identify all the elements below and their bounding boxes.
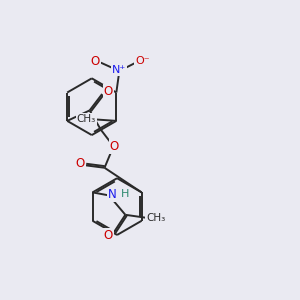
Text: O: O (103, 229, 113, 242)
Text: CH₃: CH₃ (77, 114, 96, 124)
Text: O: O (75, 158, 85, 170)
Text: H: H (121, 189, 130, 199)
Text: O: O (110, 140, 119, 153)
Text: O: O (103, 85, 113, 98)
Text: O⁻: O⁻ (135, 56, 150, 67)
Text: O: O (91, 55, 100, 68)
Text: N⁺: N⁺ (112, 65, 126, 75)
Text: CH₃: CH₃ (146, 213, 165, 223)
Text: N: N (107, 188, 116, 201)
